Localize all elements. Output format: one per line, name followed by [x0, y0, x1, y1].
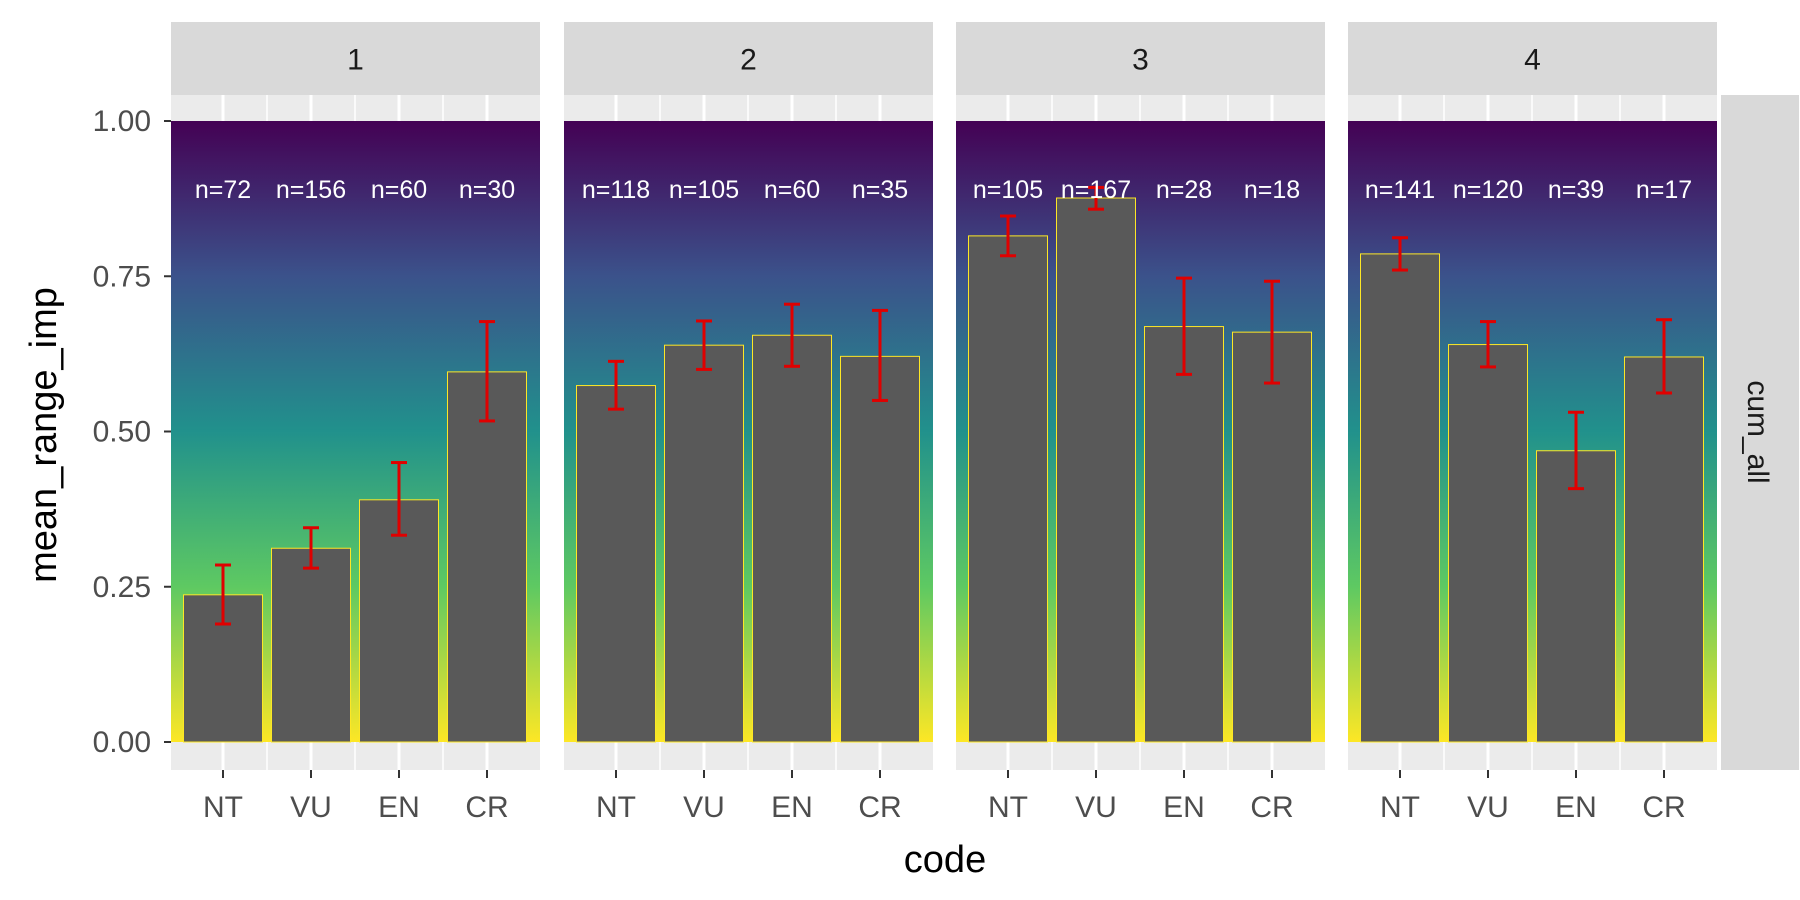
x-tick-label: EN	[1555, 791, 1597, 824]
bar-VU	[664, 344, 744, 743]
x-tick-label: VU	[1467, 791, 1509, 824]
facet-strip	[956, 22, 1325, 95]
bar-NT	[576, 385, 656, 743]
errorbar-EN	[1568, 410, 1584, 491]
n-label: n=167	[1061, 176, 1131, 204]
bar-VU	[271, 547, 351, 743]
x-tick-label: CR	[465, 791, 508, 824]
x-tick-label: CR	[1642, 791, 1685, 824]
bar-EN	[752, 334, 832, 743]
errorbar-CR	[872, 308, 888, 402]
x-tick-label: VU	[683, 791, 725, 824]
n-label: n=118	[582, 176, 650, 204]
facet-strip-label: 4	[1524, 44, 1541, 77]
n-label: n=120	[1453, 176, 1523, 204]
x-tick-label: NT	[203, 791, 243, 824]
errorbar-NT	[608, 359, 624, 411]
errorbar-CR	[479, 320, 495, 423]
x-tick-label: EN	[378, 791, 420, 824]
row-strip-background	[1721, 95, 1799, 770]
n-label: n=60	[371, 176, 427, 204]
facet-panel-3: 3 n=105 NT n=167 VU n=28 EN n=18 CR	[956, 22, 1325, 824]
bar-CR	[1624, 356, 1704, 743]
x-tick-label: EN	[1163, 791, 1205, 824]
bar-NT	[968, 235, 1048, 743]
errorbar-VU	[1088, 185, 1104, 211]
bar-EN	[359, 499, 439, 743]
row-strip: cum_all	[1721, 95, 1799, 770]
x-tick-label: EN	[771, 791, 813, 824]
n-label: n=28	[1156, 176, 1212, 204]
errorbar-NT	[1000, 214, 1016, 258]
facet-strip	[1348, 22, 1717, 95]
row-strip-label: cum_all	[1741, 380, 1774, 483]
errorbar-EN	[1176, 276, 1192, 376]
facet-panels: 1 n=72 NT n=156 VU n=60 EN n=30 CR 2 n=118 NT n=105 V…	[171, 22, 1717, 824]
facet-strip-label: 2	[740, 44, 757, 77]
bar-CR	[447, 371, 527, 743]
errorbar-EN	[391, 461, 407, 537]
bar-CR	[1232, 331, 1312, 743]
n-label: n=60	[764, 176, 820, 204]
y-tick-label: 0.00	[93, 726, 151, 759]
n-label: n=35	[852, 176, 908, 204]
facet-strip	[564, 22, 933, 95]
x-tick-label: CR	[1250, 791, 1293, 824]
n-label: n=17	[1636, 176, 1692, 204]
errorbar-NT	[215, 563, 231, 626]
errorbar-VU	[696, 319, 712, 371]
errorbar-NT	[1392, 236, 1408, 272]
n-label: n=105	[669, 176, 739, 204]
x-tick-label: VU	[1075, 791, 1117, 824]
y-tick-label: 0.75	[93, 260, 151, 293]
x-tick-label: NT	[596, 791, 636, 824]
n-label: n=72	[195, 176, 251, 204]
bar-EN	[1536, 450, 1616, 743]
x-tick-label: NT	[1380, 791, 1420, 824]
errorbar-EN	[784, 302, 800, 368]
facet-strip	[171, 22, 540, 95]
bar-NT	[1360, 253, 1440, 743]
y-tick-label: 1.00	[93, 105, 151, 138]
bar-EN	[1144, 326, 1224, 743]
n-label: n=30	[459, 176, 515, 204]
n-label: n=105	[973, 176, 1043, 204]
y-tick-label: 0.25	[93, 571, 151, 604]
facet-panel-4: 4 n=141 NT n=120 VU n=39 EN n=17 CR	[1348, 22, 1717, 824]
errorbar-VU	[303, 526, 319, 570]
x-axis-title: code	[904, 839, 986, 881]
bar-VU	[1448, 344, 1528, 743]
facet-strip-label: 1	[347, 44, 364, 77]
errorbar-CR	[1656, 318, 1672, 395]
y-tick-label: 0.50	[93, 416, 151, 449]
errorbar-CR	[1264, 279, 1280, 385]
bar-VU	[1056, 197, 1136, 743]
x-tick-label: CR	[858, 791, 901, 824]
n-label: n=141	[1365, 176, 1435, 204]
n-label: n=156	[276, 176, 346, 204]
x-tick-label: NT	[988, 791, 1028, 824]
facet-panel-2: 2 n=118 NT n=105 VU n=60 EN n=35 CR	[564, 22, 933, 824]
facet-strip-label: 3	[1132, 44, 1149, 77]
errorbar-VU	[1480, 320, 1496, 369]
x-tick-label: VU	[290, 791, 332, 824]
y-axis: 0.00 0.25 0.50 0.75 1.00	[93, 105, 171, 759]
facet-panel-1: 1 n=72 NT n=156 VU n=60 EN n=30 CR	[171, 22, 540, 824]
y-axis-title: mean_range_imp	[23, 287, 65, 583]
n-label: n=39	[1548, 176, 1604, 204]
bar-NT	[183, 594, 263, 743]
bar-CR	[840, 355, 920, 743]
n-label: n=18	[1244, 176, 1300, 204]
